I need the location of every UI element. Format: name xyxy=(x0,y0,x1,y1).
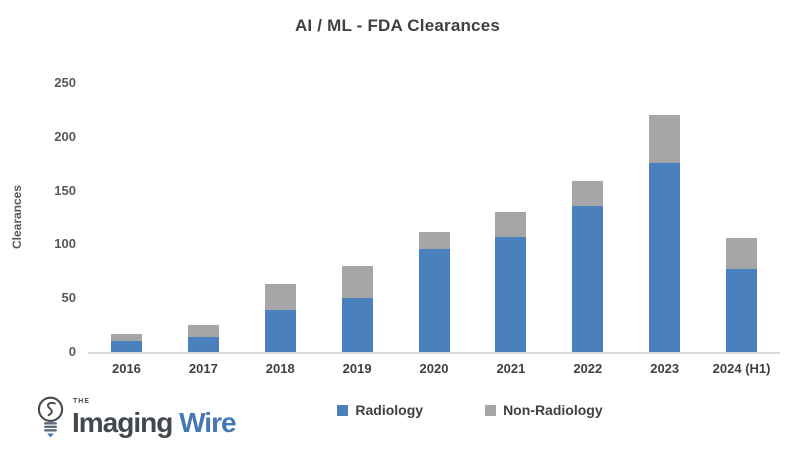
bar-column-2024H1 xyxy=(703,83,780,352)
bar-column-2016 xyxy=(88,83,165,352)
x-axis-label: 2018 xyxy=(265,361,295,376)
legend-swatch xyxy=(485,404,497,416)
stacked-bar xyxy=(649,115,681,352)
non-radiology-bar-segment xyxy=(341,265,373,299)
non-radiology-bar-segment xyxy=(726,237,758,270)
logo-the: THE xyxy=(73,397,90,405)
x-axis-label: 2020 xyxy=(419,361,449,376)
radiology-bar-segment xyxy=(110,341,142,352)
bars-container xyxy=(88,83,780,352)
stacked-bar xyxy=(495,212,527,352)
bar-column-2023 xyxy=(626,83,703,352)
y-tick-label: 250 xyxy=(54,75,76,90)
non-radiology-bar-segment xyxy=(495,212,527,237)
y-tick-label: 0 xyxy=(68,344,76,359)
bar-column-2018 xyxy=(242,83,319,352)
legend-item-non-radiology: Non-Radiology xyxy=(485,402,603,418)
non-radiology-bar-segment xyxy=(418,231,450,249)
radiology-bar-segment xyxy=(726,269,758,352)
non-radiology-bar-segment xyxy=(572,180,604,206)
legend-label: Non-Radiology xyxy=(503,402,603,418)
radiology-bar-segment xyxy=(264,310,296,352)
y-tick-label: 200 xyxy=(54,128,76,144)
legend: Radiology Non-Radiology xyxy=(160,402,780,418)
logo-wire: Wire xyxy=(179,406,236,438)
x-axis-label: 2022 xyxy=(573,361,603,376)
stacked-bar xyxy=(341,265,373,352)
logo-text: THE Imaging Wire xyxy=(72,397,237,439)
radiology-bar-segment xyxy=(649,162,681,352)
radiology-bar-segment xyxy=(187,336,219,352)
x-axis-label: 2016 xyxy=(111,361,141,376)
imaging-wire-logo: THE Imaging Wire xyxy=(36,395,237,442)
non-radiology-bar-segment xyxy=(187,325,219,337)
y-tick-label: 150 xyxy=(54,182,76,198)
chart-title: AI / ML - FDA Clearances xyxy=(294,16,501,35)
radiology-bar-segment xyxy=(572,205,604,352)
stacked-bar xyxy=(110,333,142,352)
x-axis-label: 2021 xyxy=(496,361,526,376)
non-radiology-bar-segment xyxy=(264,284,296,311)
bar-column-2019 xyxy=(319,83,396,352)
non-radiology-bar-segment xyxy=(110,333,142,342)
radiology-bar-segment xyxy=(495,236,527,352)
legend-swatch xyxy=(337,404,349,416)
legend-item-radiology: Radiology xyxy=(337,402,423,418)
stacked-bar xyxy=(264,284,296,352)
y-axis-tick-labels: 0 50 100 150 200 250 xyxy=(0,75,76,359)
x-axis-label: 2023 xyxy=(650,361,680,376)
legend-label: Radiology xyxy=(355,402,424,418)
radiology-bar-segment xyxy=(418,248,450,352)
bar-column-2017 xyxy=(165,83,242,352)
stacked-bar xyxy=(418,231,450,352)
bar-column-2021 xyxy=(472,83,549,352)
y-tick-label: 50 xyxy=(61,290,76,306)
logo-wordmark: Imaging Wire xyxy=(72,406,237,438)
non-radiology-bar-segment xyxy=(649,115,681,163)
plot-area xyxy=(88,83,780,354)
stacked-bar xyxy=(187,325,219,352)
x-axis-label: 2019 xyxy=(342,361,372,376)
radiology-bar-segment xyxy=(341,298,373,352)
y-tick-label: 100 xyxy=(54,236,76,252)
x-axis-labels: 2016 2017 2018 2019 2020 2021 2022 2023 2024 (H1… xyxy=(88,361,780,376)
x-axis-label: 2017 xyxy=(188,361,218,376)
bar-column-2020 xyxy=(396,83,473,352)
stacked-bar xyxy=(726,237,758,352)
lightbulb-icon xyxy=(37,396,64,438)
stacked-bar xyxy=(572,180,604,352)
logo-imaging: Imaging xyxy=(72,406,173,438)
x-axis-label: 2024 (H1) xyxy=(712,361,771,376)
bar-column-2022 xyxy=(549,83,626,352)
